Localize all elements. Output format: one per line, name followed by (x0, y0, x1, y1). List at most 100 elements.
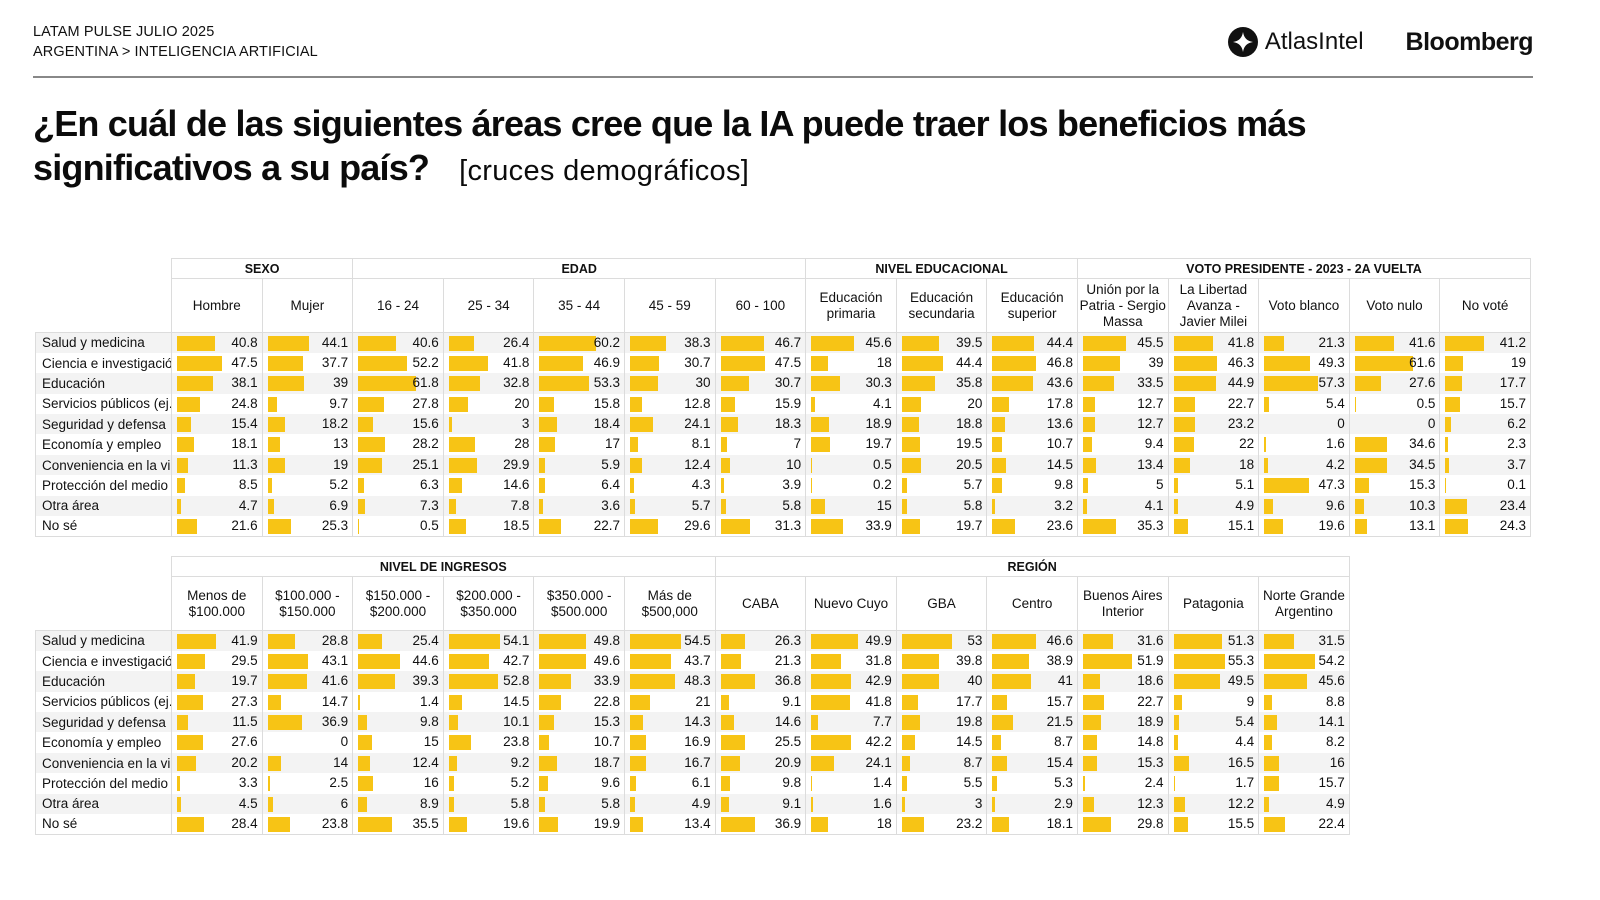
value-label: 23.8 (503, 734, 530, 750)
value-bar (629, 735, 646, 751)
value-label: 5.9 (601, 456, 620, 472)
value-label: 14.1 (1318, 714, 1345, 730)
column-header: $350.000 - $500.000 (533, 576, 625, 631)
value-bar (720, 376, 750, 392)
data-cell: 53 (895, 629, 988, 651)
data-cell: 1.4 (805, 773, 897, 794)
data-cell: 28.4 (171, 814, 263, 835)
value-label: 10 (786, 456, 802, 472)
value-label: 23.8 (321, 816, 349, 832)
row-label: Salud y medicina (35, 331, 172, 353)
column-header: No voté (1439, 278, 1531, 333)
data-cell: 44.6 (352, 650, 444, 672)
page-title-line1: ¿En cuál de las siguientes áreas cree qu… (33, 103, 1307, 144)
value-bar (1082, 817, 1111, 833)
data-cell: 9.6 (533, 773, 625, 794)
data-cell: 28.2 (352, 434, 444, 455)
data-cell: 19.9 (533, 814, 625, 835)
value-label: 9.8 (782, 775, 802, 791)
data-cell: 48.3 (623, 671, 716, 692)
value-label: 3.7 (1507, 456, 1526, 472)
data-cell: 5.9 (533, 454, 625, 476)
data-cell: 2.9 (986, 793, 1078, 815)
value-label: 45.5 (1137, 335, 1164, 350)
data-cell: 9.8 (986, 475, 1078, 496)
page-title-line2: significativos a su país? (33, 147, 430, 188)
row-label: Conveniencia en la vi (35, 454, 172, 476)
value-label: 6.9 (329, 497, 349, 513)
value-bar (267, 336, 309, 351)
data-cell: 6.4 (533, 475, 625, 496)
value-bar (720, 755, 741, 771)
header: LATAM PULSE JULIO 2025 ARGENTINA > INTEL… (33, 22, 1534, 78)
value-label: 10.1 (503, 714, 530, 730)
data-cell: 4.5 (171, 793, 263, 815)
value-label: 5.8 (601, 795, 620, 811)
value-bar (1445, 396, 1461, 412)
value-label: 31.6 (1137, 633, 1164, 648)
value-bar (992, 653, 1029, 669)
value-bar (811, 498, 826, 514)
value-bar (1082, 634, 1113, 649)
data-cell: 7.3 (352, 495, 444, 517)
value-bar (539, 355, 584, 371)
data-cell: 53.3 (533, 373, 625, 394)
data-cell: 41.8 (1167, 331, 1260, 353)
data-cell: 9 (1167, 691, 1260, 713)
value-bar (358, 376, 417, 392)
value-label: 43.1 (321, 652, 349, 668)
data-cell: 5 (1076, 475, 1169, 496)
data-cell: 18.7 (533, 752, 625, 774)
value-bar (358, 498, 366, 514)
value-bar (1264, 776, 1279, 792)
value-label: 38.9 (1046, 652, 1073, 668)
value-label: 18.1 (1046, 816, 1073, 832)
data-cell: 6 (261, 793, 354, 815)
value-label: 24.1 (684, 416, 711, 432)
value-label: 3.2 (1054, 497, 1073, 513)
data-cell: 28 (442, 434, 535, 455)
value-bar (811, 336, 854, 351)
data-cell: 15.6 (352, 414, 444, 435)
value-bar (811, 776, 813, 792)
value-bar (720, 519, 750, 535)
value-label: 22.7 (1227, 395, 1255, 411)
data-cell: 15.3 (533, 712, 625, 733)
value-label: 21.3 (1318, 335, 1345, 350)
data-cell: 18 (805, 814, 897, 835)
value-bar (901, 674, 940, 690)
data-cell: 9.2 (442, 752, 535, 774)
value-label: 14.6 (774, 714, 802, 730)
data-cell: 22.7 (1167, 393, 1260, 415)
data-cell: 16 (352, 773, 444, 794)
data-cell: 9.6 (1258, 495, 1350, 517)
value-bar (448, 735, 472, 751)
value-bar (448, 376, 480, 392)
data-cell: 14.6 (442, 475, 535, 496)
value-bar (539, 674, 572, 690)
data-cell: 9.7 (261, 393, 354, 415)
value-bar (448, 776, 454, 792)
data-cell: 13.6 (986, 414, 1078, 435)
value-label: 34.5 (1409, 456, 1436, 472)
data-cell: 15.7 (986, 691, 1078, 713)
row-label: Seguridad y defensa (35, 414, 172, 435)
value-label: 49.9 (865, 633, 892, 648)
value-label: 40.8 (231, 335, 258, 350)
value-label: 44.9 (1227, 375, 1255, 391)
data-cell: 24.1 (805, 752, 897, 774)
value-label: 4.2 (1325, 456, 1345, 472)
value-label: 2.5 (329, 775, 349, 791)
data-cell: 37.7 (261, 352, 354, 374)
value-bar (629, 417, 653, 433)
data-cell: 4.1 (1076, 495, 1169, 517)
value-bar (629, 796, 635, 812)
data-cell: 21.3 (1258, 331, 1350, 353)
value-label: 37.7 (321, 354, 349, 370)
value-bar (811, 735, 851, 751)
value-bar (992, 776, 998, 792)
value-label: 53 (967, 633, 983, 648)
value-label: 19.7 (231, 673, 258, 689)
data-cell: 39.5 (895, 331, 988, 353)
data-cell: 19.6 (1258, 516, 1350, 537)
